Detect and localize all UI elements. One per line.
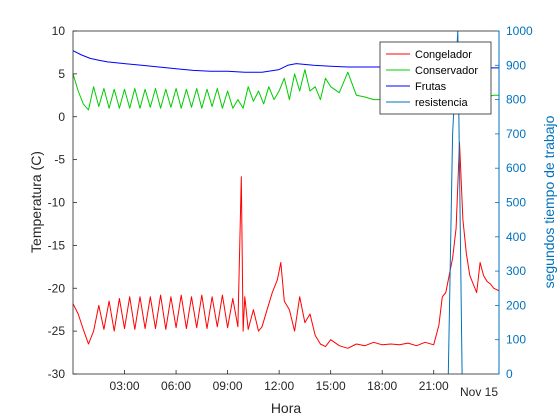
x-tick-label: 06:00 <box>161 379 191 393</box>
right-y-tick-label: 900 <box>506 58 526 72</box>
legend-label: resistencia <box>415 97 468 109</box>
x-tick-label: 09:00 <box>213 379 243 393</box>
left-y-tick-label: -5 <box>54 153 65 167</box>
left-y-axis-label: Temperatura (C) <box>28 151 44 253</box>
x-tick-label: 12:00 <box>264 379 294 393</box>
left-y-tick-label: -15 <box>48 238 66 252</box>
x-axis-label: Hora <box>271 400 302 416</box>
legend-items: Congelador Conservador Frutas resistencia <box>386 49 478 109</box>
legend-label: Frutas <box>415 81 447 93</box>
x-tick-label: 03:00 <box>110 379 140 393</box>
left-y-tick-label: 0 <box>58 110 65 124</box>
right-y-axis-label: segundos tiempo de trabajo <box>541 115 557 288</box>
right-y-tick-label: 500 <box>506 196 526 210</box>
x-tick-label: 21:00 <box>419 379 449 393</box>
x-tick-label: 18:00 <box>367 379 397 393</box>
x-secondary-label: Nov 15 <box>460 385 498 399</box>
left-y-tick-label: -25 <box>48 324 66 338</box>
x-tick-label: 15:00 <box>316 379 346 393</box>
right-y-tick-label: 100 <box>506 333 526 347</box>
left-y-axis: 10 5 0 -5 -10 -15 -20 -25 -30 <box>48 24 77 381</box>
left-y-tick-label: 10 <box>52 24 66 38</box>
legend: Congelador Conservador Frutas resistencia <box>379 41 492 115</box>
right-y-tick-label: 800 <box>506 93 526 107</box>
left-y-tick-label: -30 <box>48 367 66 381</box>
right-y-tick-label: 700 <box>506 127 526 141</box>
legend-label: Congelador <box>415 49 472 61</box>
right-y-tick-label: 0 <box>506 367 513 381</box>
right-y-tick-label: 300 <box>506 264 526 278</box>
right-y-tick-label: 200 <box>506 298 526 312</box>
left-y-tick-label: -10 <box>48 196 66 210</box>
legend-label: Conservador <box>415 65 478 77</box>
right-y-tick-label: 400 <box>506 230 526 244</box>
left-y-tick-label: 5 <box>58 67 65 81</box>
left-y-tick-label: -20 <box>48 281 66 295</box>
right-y-tick-label: 600 <box>506 161 526 175</box>
right-y-tick-label: 1000 <box>506 24 533 38</box>
x-axis: 03:00 06:00 09:00 12:00 15:00 18:00 21:00 <box>110 370 449 393</box>
